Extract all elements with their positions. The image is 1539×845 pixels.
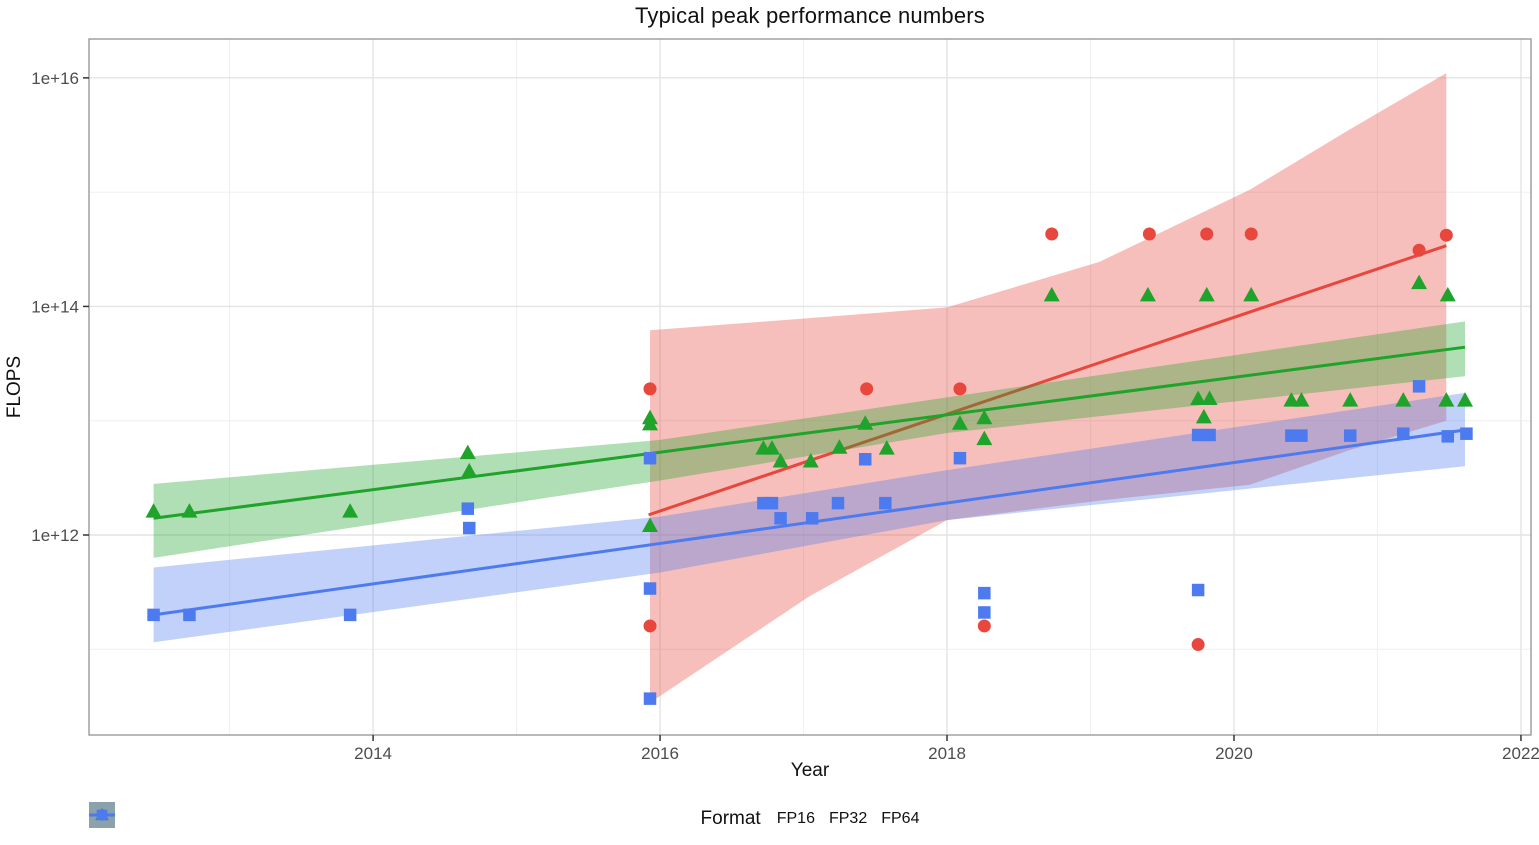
data-point-fp32	[1395, 392, 1412, 407]
data-point-fp16	[643, 619, 657, 633]
legend-label-fp16: FP16	[776, 810, 815, 827]
legend: Format FP16 FP32 FP64	[89, 802, 1531, 836]
data-point-fp32	[772, 452, 789, 468]
x-tick-label: 2016	[641, 744, 679, 763]
trend-line-fp32	[153, 345, 1466, 520]
data-point-fp64	[858, 453, 872, 466]
data-point-fp64	[953, 451, 967, 465]
y-tick-label: 1e+14	[31, 297, 79, 316]
data-point-fp32	[1243, 286, 1260, 302]
y-tick-label: 1e+16	[31, 69, 79, 88]
data-point-fp32	[461, 462, 478, 478]
data-point-fp64	[183, 608, 196, 622]
data-point-fp32	[1438, 392, 1455, 407]
data-point-fp32	[1198, 286, 1215, 302]
data-point-fp64	[1191, 583, 1205, 597]
data-point-fp64	[1412, 380, 1426, 393]
data-point-fp16	[1142, 227, 1156, 241]
data-point-fp32	[951, 415, 968, 430]
data-point-fp32	[976, 430, 993, 446]
confidence-band-fp32	[153, 321, 1466, 558]
data-point-fp64	[147, 608, 160, 622]
data-point-fp16	[860, 382, 874, 396]
x-tick-label: 2020	[1215, 744, 1253, 763]
legend-item-fp64: FP64	[89, 802, 920, 828]
legend-key-fp64	[89, 802, 115, 828]
data-point-fp32	[181, 503, 198, 518]
data-point-fp16	[1412, 243, 1426, 257]
data-point-fp64	[1460, 427, 1473, 440]
data-point-fp16	[1439, 228, 1453, 242]
data-point-fp16	[1244, 227, 1258, 241]
data-point-fp32	[1190, 390, 1207, 405]
legend-label-fp32: FP32	[828, 810, 868, 827]
data-point-fp64	[1343, 429, 1357, 442]
data-point-fp32	[857, 415, 874, 430]
data-point-fp32	[342, 503, 359, 518]
data-point-fp32	[802, 452, 819, 468]
data-point-fp64	[978, 606, 991, 619]
data-point-fp16	[953, 382, 967, 396]
panel-border	[88, 38, 1532, 736]
data-point-fp64	[643, 692, 657, 705]
data-point-fp16	[643, 382, 657, 396]
data-point-fp16	[1045, 227, 1059, 241]
data-point-fp32	[1043, 286, 1060, 302]
legend-item-fp16: FP16	[89, 802, 815, 828]
data-point-fp32	[878, 440, 895, 455]
data-point-fp32	[642, 415, 659, 431]
legend-label-fp64: FP64	[881, 810, 920, 827]
data-point-fp64	[343, 608, 357, 622]
data-point-fp64	[462, 521, 476, 535]
x-tick-label: 2022	[1502, 744, 1539, 763]
data-point-fp64	[1397, 427, 1410, 440]
data-point-fp32	[1195, 408, 1212, 424]
data-point-fp64	[805, 512, 819, 525]
data-point-fp64	[1203, 428, 1216, 442]
data-point-fp32	[1411, 274, 1428, 290]
data-point-fp64	[1295, 429, 1308, 442]
data-point-fp64	[1191, 428, 1205, 442]
data-point-fp64	[765, 496, 779, 510]
y-axis-title: FLOPS	[4, 355, 25, 419]
data-point-fp32	[1283, 392, 1300, 407]
chart-title: Typical peak performance numbers	[634, 3, 985, 28]
trend-line-fp16	[648, 244, 1447, 517]
data-point-fp32	[1439, 286, 1456, 302]
data-point-fp64	[461, 502, 475, 515]
data-point-fp16	[1200, 227, 1214, 241]
data-point-fp32	[145, 503, 162, 518]
data-point-fp64	[978, 586, 991, 600]
legend-title: Format	[700, 808, 761, 829]
data-point-fp32	[976, 409, 993, 425]
data-point-fp32	[1201, 390, 1218, 405]
data-point-fp32	[763, 440, 780, 455]
data-point-fp64	[1441, 430, 1455, 443]
x-axis-title: Year	[790, 760, 830, 781]
data-point-fp32	[642, 517, 659, 532]
data-point-fp32	[831, 439, 848, 454]
data-point-fp32	[1293, 392, 1310, 407]
legend-item-fp32: FP32	[89, 802, 868, 828]
data-point-fp64	[643, 582, 657, 595]
data-point-fp64	[879, 496, 892, 510]
data-point-fp64	[643, 451, 657, 465]
data-point-fp32	[1342, 392, 1359, 407]
square-marker-icon	[96, 809, 108, 821]
x-tick-label: 2018	[928, 744, 966, 763]
data-point-fp64	[774, 512, 787, 525]
data-point-fp16	[1191, 638, 1205, 652]
y-tick-label: 1e+12	[31, 526, 79, 545]
data-point-fp32	[1139, 286, 1156, 302]
data-point-fp64	[1285, 429, 1298, 442]
x-tick-label: 2014	[354, 744, 392, 763]
data-point-fp32	[459, 444, 476, 460]
data-point-fp32	[1456, 392, 1473, 407]
data-point-fp16	[977, 619, 991, 633]
data-point-fp64	[831, 496, 845, 510]
